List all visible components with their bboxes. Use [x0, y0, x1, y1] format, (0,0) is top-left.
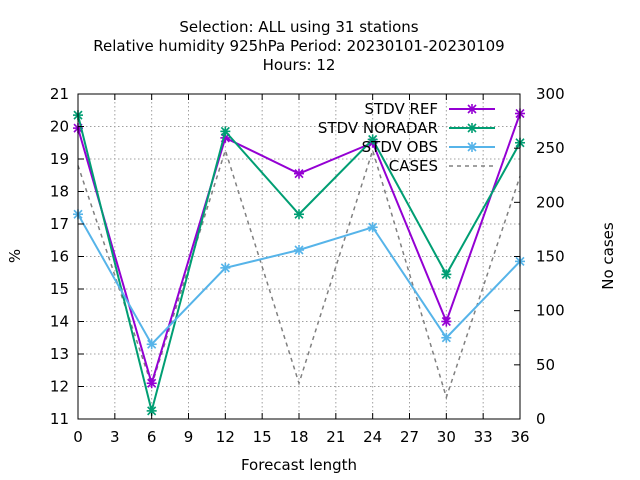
y2-tick-label: 250: [536, 139, 565, 157]
grid: [78, 94, 520, 419]
data-point-marker: [146, 339, 157, 350]
y-tick-label: 20: [50, 118, 69, 136]
y2-tick-label: 0: [536, 410, 546, 428]
legend-label: STDV REF: [364, 100, 438, 118]
y-tick-label: 19: [50, 150, 69, 168]
x-tick-label: 36: [510, 428, 529, 446]
series-stdv-obs: [73, 209, 525, 350]
data-point-marker: [467, 123, 477, 133]
y-axis-label: %: [6, 249, 24, 263]
y2-tick-label: 300: [536, 85, 565, 103]
legend-item: STDV REF: [364, 100, 495, 118]
chart-title-line: Relative humidity 925hPa Period: 2023010…: [93, 37, 504, 55]
data-point-marker: [467, 142, 477, 152]
chart-title-line: Selection: ALL using 31 stations: [179, 18, 418, 36]
data-point-marker: [467, 104, 477, 114]
legend-item: STDV NORADAR: [318, 119, 495, 137]
series-stdv-noradar: [73, 110, 525, 416]
y2-tick-label: 50: [536, 356, 555, 374]
x-tick-label: 6: [147, 428, 157, 446]
ticks: 0 3 6 9 12 15 18 21 24 27 30 33 36111213141516171819…: [50, 85, 565, 446]
legend-label: STDV NORADAR: [318, 119, 438, 137]
x-tick-label: 3: [110, 428, 120, 446]
data-point-marker: [441, 269, 452, 280]
legend-item: CASES: [389, 157, 495, 175]
data-point-marker: [294, 168, 304, 179]
y-tick-label: 11: [50, 410, 69, 428]
x-tick-label: 18: [289, 428, 308, 446]
x-tick-label: 33: [474, 428, 493, 446]
y-tick-label: 18: [50, 183, 69, 201]
data-point-marker: [441, 332, 452, 343]
y-tick-label: 17: [50, 215, 69, 233]
legend-label: STDV OBS: [362, 138, 438, 156]
chart-title-line: Hours: 12: [263, 56, 336, 74]
y2-tick-label: 100: [536, 302, 565, 320]
y-tick-label: 16: [50, 248, 69, 266]
data-point-marker: [220, 262, 231, 273]
data-point-marker: [441, 316, 452, 327]
x-tick-label: 12: [216, 428, 235, 446]
y-tick-label: 21: [50, 85, 69, 103]
x-tick-label: 27: [400, 428, 419, 446]
data-point-marker: [294, 209, 304, 220]
data-point-marker: [294, 245, 304, 255]
data-point-marker: [146, 378, 157, 389]
data-point-marker: [367, 134, 378, 145]
chart-title: Selection: ALL using 31 stationsRelative…: [93, 18, 504, 74]
y-tick-label: 15: [50, 280, 69, 298]
data-point-marker: [367, 222, 378, 233]
series-cases: [77, 147, 521, 400]
series-line: [77, 147, 521, 400]
x-tick-label: 0: [73, 428, 83, 446]
legend-item: STDV OBS: [362, 138, 495, 156]
y2-axis-label: No cases: [599, 222, 617, 290]
x-tick-label: 15: [253, 428, 272, 446]
x-tick-label: 24: [363, 428, 382, 446]
data-point-marker: [220, 126, 231, 137]
x-axis-label: Forecast length: [241, 456, 357, 474]
x-tick-label: 21: [326, 428, 345, 446]
x-tick-label: 30: [437, 428, 456, 446]
y2-tick-label: 150: [536, 248, 565, 266]
legend-label: CASES: [389, 157, 438, 175]
y-tick-label: 12: [50, 378, 69, 396]
x-tick-label: 9: [184, 428, 194, 446]
series-layer: [73, 108, 525, 416]
y2-tick-label: 200: [536, 193, 565, 211]
y-tick-label: 13: [50, 345, 69, 363]
y-tick-label: 14: [50, 313, 69, 331]
